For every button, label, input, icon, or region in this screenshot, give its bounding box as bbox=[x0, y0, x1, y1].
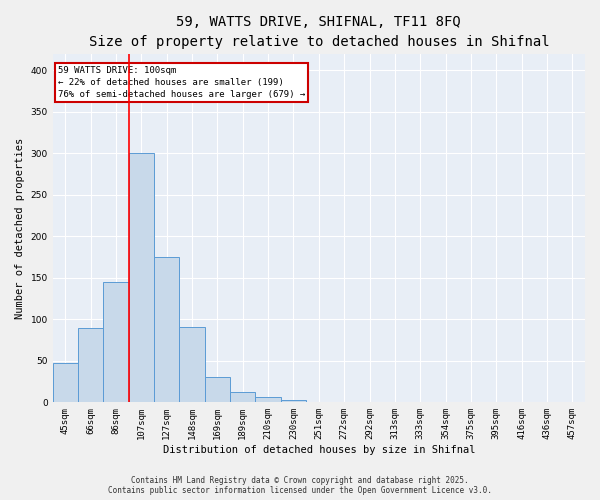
Y-axis label: Number of detached properties: Number of detached properties bbox=[15, 138, 25, 318]
Bar bbox=[53, 364, 78, 403]
Text: Contains HM Land Registry data © Crown copyright and database right 2025.
Contai: Contains HM Land Registry data © Crown c… bbox=[108, 476, 492, 495]
Title: 59, WATTS DRIVE, SHIFNAL, TF11 8FQ
Size of property relative to detached houses : 59, WATTS DRIVE, SHIFNAL, TF11 8FQ Size … bbox=[89, 15, 549, 48]
Bar bbox=[179, 327, 205, 402]
Bar bbox=[205, 378, 230, 402]
Bar bbox=[103, 282, 129, 403]
Bar bbox=[281, 400, 306, 402]
Bar bbox=[129, 154, 154, 402]
Bar bbox=[256, 398, 281, 402]
Text: 59 WATTS DRIVE: 100sqm
← 22% of detached houses are smaller (199)
76% of semi-de: 59 WATTS DRIVE: 100sqm ← 22% of detached… bbox=[58, 66, 305, 98]
Bar bbox=[154, 257, 179, 402]
Bar bbox=[78, 328, 103, 402]
Bar bbox=[230, 392, 256, 402]
X-axis label: Distribution of detached houses by size in Shifnal: Distribution of detached houses by size … bbox=[163, 445, 475, 455]
